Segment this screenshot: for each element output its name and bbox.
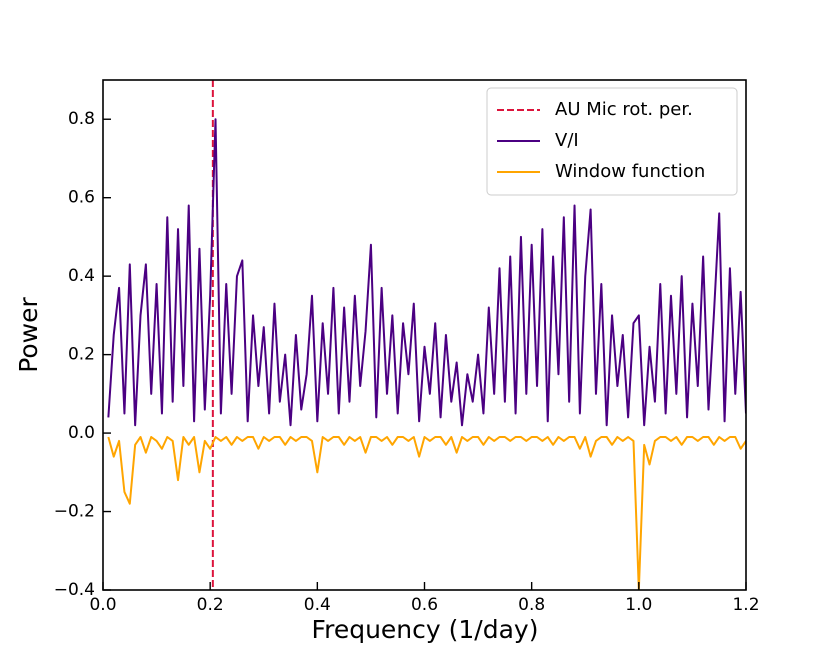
x-tick-label: 0.4: [304, 595, 331, 615]
x-tick-label: 0.6: [411, 595, 438, 615]
x-tick-label: 0.2: [197, 595, 224, 615]
legend-label: Window function: [555, 161, 705, 182]
x-tick-label: 1.0: [625, 595, 652, 615]
series-line: [107, 436, 746, 590]
plot: [107, 80, 746, 590]
y-tick-label: 0.2: [68, 345, 95, 365]
x-axis-label: Frequency (1/day): [312, 615, 539, 644]
y-tick-label: 0.4: [68, 266, 95, 286]
x-tick-label: 0.0: [89, 595, 116, 615]
series-line: [107, 118, 746, 427]
legend-label: V/I: [555, 130, 579, 151]
y-tick-label: 0.8: [68, 109, 95, 129]
y-tick-label: 0.0: [68, 423, 95, 443]
y-axis-label: Power: [14, 296, 43, 372]
x-tick-label: 1.2: [732, 595, 759, 615]
x-tick-label: 0.8: [518, 595, 545, 615]
legend-box: [486, 87, 738, 196]
y-tick-label: 0.6: [68, 188, 95, 208]
y-tick-label: −0.4: [54, 580, 95, 600]
y-tick-label: −0.2: [54, 502, 95, 522]
legend-label: AU Mic rot. per.: [555, 99, 693, 120]
